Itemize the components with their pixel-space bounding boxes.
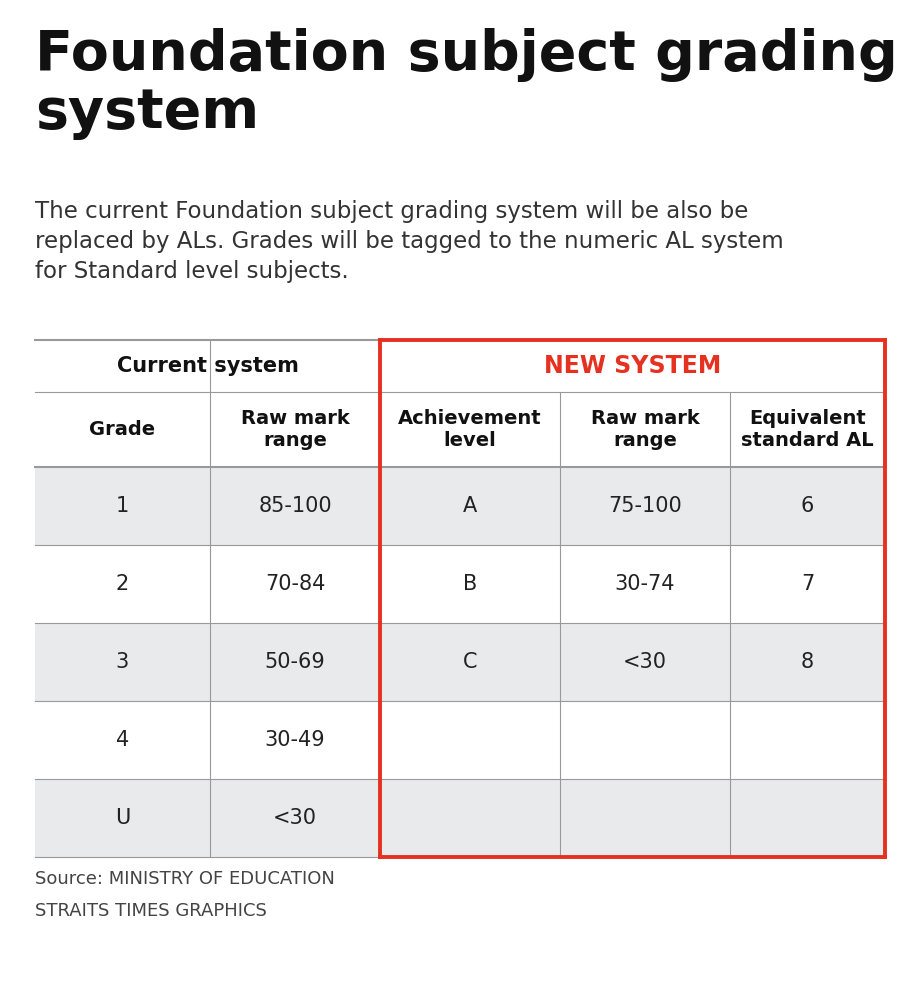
- Text: 30-74: 30-74: [614, 574, 675, 594]
- Text: replaced by ALs. Grades will be tagged to the numeric AL system: replaced by ALs. Grades will be tagged t…: [35, 230, 783, 253]
- Text: 50-69: 50-69: [265, 652, 325, 672]
- Text: Foundation subject grading: Foundation subject grading: [35, 28, 897, 82]
- Text: 3: 3: [116, 652, 129, 672]
- Text: The current Foundation subject grading system will be also be: The current Foundation subject grading s…: [35, 200, 747, 223]
- Text: NEW SYSTEM: NEW SYSTEM: [543, 354, 720, 378]
- Text: system: system: [35, 86, 259, 140]
- Text: C: C: [462, 652, 477, 672]
- Text: 2: 2: [116, 574, 129, 594]
- Text: for Standard level subjects.: for Standard level subjects.: [35, 260, 348, 283]
- Text: 30-49: 30-49: [265, 730, 325, 750]
- Text: U: U: [115, 808, 130, 828]
- Text: Grade: Grade: [89, 420, 155, 439]
- Text: Raw mark
range: Raw mark range: [590, 408, 698, 451]
- Text: Raw mark
range: Raw mark range: [241, 408, 349, 451]
- Text: Current system: Current system: [117, 356, 298, 376]
- Text: 4: 4: [116, 730, 129, 750]
- Text: Source: MINISTRY OF EDUCATION: Source: MINISTRY OF EDUCATION: [35, 870, 335, 888]
- Text: 8: 8: [800, 652, 813, 672]
- Text: <30: <30: [273, 808, 317, 828]
- Text: STRAITS TIMES GRAPHICS: STRAITS TIMES GRAPHICS: [35, 902, 267, 920]
- Text: 70-84: 70-84: [265, 574, 324, 594]
- Text: 6: 6: [800, 496, 813, 516]
- Text: 75-100: 75-100: [607, 496, 681, 516]
- Text: A: A: [462, 496, 477, 516]
- Text: Equivalent
standard AL: Equivalent standard AL: [741, 408, 873, 451]
- Text: 85-100: 85-100: [258, 496, 332, 516]
- Text: B: B: [462, 574, 477, 594]
- Text: 7: 7: [800, 574, 813, 594]
- Text: 1: 1: [116, 496, 129, 516]
- Text: Achievement
level: Achievement level: [398, 408, 541, 451]
- Text: <30: <30: [622, 652, 666, 672]
